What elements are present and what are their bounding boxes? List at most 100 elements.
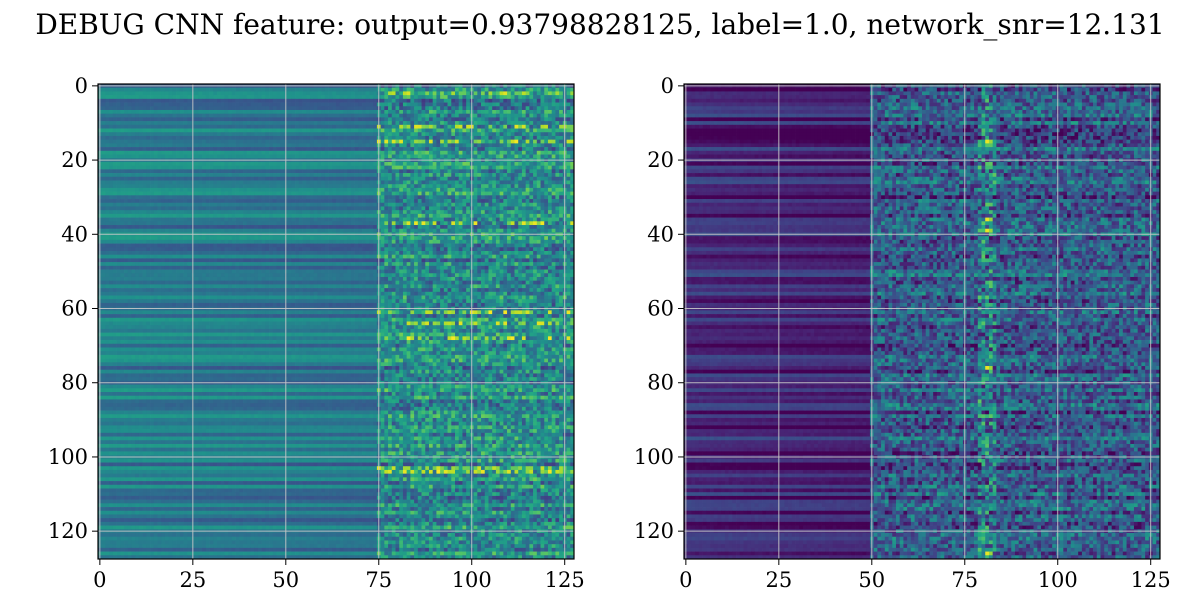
heatmap-cell <box>325 180 329 184</box>
heatmap-cell <box>541 214 545 218</box>
heatmap-cell <box>247 140 251 144</box>
heatmap-cell <box>366 180 370 184</box>
heatmap-cell <box>295 110 299 114</box>
heatmap-cell <box>202 117 206 121</box>
heatmap-cell <box>451 221 455 225</box>
heatmap-cell <box>369 206 373 210</box>
heatmap-cell <box>131 225 135 229</box>
heatmap-cell <box>343 221 347 225</box>
heatmap-cell <box>288 143 292 147</box>
heatmap-cell <box>280 117 284 121</box>
heatmap-cell <box>481 147 485 151</box>
heatmap-cell <box>392 140 396 144</box>
heatmap-cell <box>329 162 333 166</box>
heatmap-cell <box>273 199 277 203</box>
heatmap-cell <box>158 125 162 129</box>
heatmap-cell <box>325 210 329 214</box>
heatmap-cell <box>366 188 370 192</box>
heatmap-cell <box>407 184 411 188</box>
heatmap-cell <box>277 210 281 214</box>
heatmap-cell <box>500 136 504 140</box>
heatmap-cell <box>466 132 470 136</box>
heatmap-cell <box>422 199 426 203</box>
heatmap-cell <box>500 218 504 222</box>
heatmap-cell <box>250 121 254 125</box>
heatmap-cell <box>102 114 106 118</box>
heatmap-cell <box>154 188 158 192</box>
heatmap-cell <box>433 91 437 95</box>
heatmap-cell <box>236 195 240 199</box>
heatmap-cell <box>384 199 388 203</box>
heatmap-cell <box>403 166 407 170</box>
heatmap-cell <box>117 210 121 214</box>
heatmap-cell <box>176 103 180 107</box>
heatmap-cell <box>280 106 284 110</box>
heatmap-cell <box>340 166 344 170</box>
heatmap-cell <box>366 195 370 199</box>
heatmap-cell <box>325 214 329 218</box>
heatmap-cell <box>355 110 359 114</box>
heatmap-cell <box>273 221 277 225</box>
heatmap-cell <box>466 221 470 225</box>
heatmap-cell <box>507 206 511 210</box>
heatmap-cell <box>128 195 132 199</box>
heatmap-cell <box>195 140 199 144</box>
heatmap-cell <box>362 199 366 203</box>
heatmap-cell <box>224 195 228 199</box>
heatmap-cell <box>224 106 228 110</box>
heatmap-cell <box>139 106 143 110</box>
heatmap-cell <box>429 147 433 151</box>
heatmap-cell <box>518 99 522 103</box>
heatmap-cell <box>347 129 351 133</box>
heatmap-cell <box>243 206 247 210</box>
heatmap-cell <box>522 125 526 129</box>
heatmap-cell <box>396 147 400 151</box>
heatmap-cell <box>373 221 377 225</box>
heatmap-cell <box>548 103 552 107</box>
heatmap-cell <box>325 103 329 107</box>
heatmap-cell <box>158 221 162 225</box>
heatmap-cell <box>448 210 452 214</box>
heatmap-cell <box>239 155 243 159</box>
heatmap-cell <box>381 117 385 121</box>
heatmap-cell <box>526 206 530 210</box>
heatmap-cell <box>254 117 258 121</box>
heatmap-cell <box>522 151 526 155</box>
heatmap-cell <box>250 221 254 225</box>
heatmap-cell <box>496 221 500 225</box>
heatmap-cell <box>135 169 139 173</box>
heatmap-cell <box>135 99 139 103</box>
heatmap-cell <box>277 95 281 99</box>
heatmap-cell <box>172 206 176 210</box>
heatmap-cell <box>351 199 355 203</box>
heatmap-cell <box>358 117 362 121</box>
heatmap-cell <box>507 88 511 92</box>
heatmap-cell <box>150 188 154 192</box>
heatmap-cell <box>496 225 500 229</box>
heatmap-cell <box>250 169 254 173</box>
heatmap-cell <box>444 180 448 184</box>
heatmap-cell <box>124 151 128 155</box>
heatmap-cell <box>131 110 135 114</box>
heatmap-cell <box>228 129 232 133</box>
heatmap-cell <box>146 166 150 170</box>
heatmap-cell <box>362 192 366 196</box>
heatmap-cell <box>366 218 370 222</box>
heatmap-cell <box>172 214 176 218</box>
heatmap-cell <box>310 169 314 173</box>
heatmap-cell <box>247 166 251 170</box>
heatmap-cell <box>277 225 281 229</box>
heatmap-cell <box>258 173 262 177</box>
heatmap-cell <box>448 125 452 129</box>
heatmap-cell <box>317 125 321 129</box>
heatmap-cell <box>567 155 571 159</box>
heatmap-cell <box>217 210 221 214</box>
heatmap-cell <box>485 221 489 225</box>
heatmap-cell <box>492 103 496 107</box>
heatmap-cell <box>481 214 485 218</box>
heatmap-cell <box>217 199 221 203</box>
heatmap-cell <box>295 173 299 177</box>
heatmap-cell <box>206 147 210 151</box>
heatmap-cell <box>221 188 225 192</box>
heatmap-cell <box>485 95 489 99</box>
